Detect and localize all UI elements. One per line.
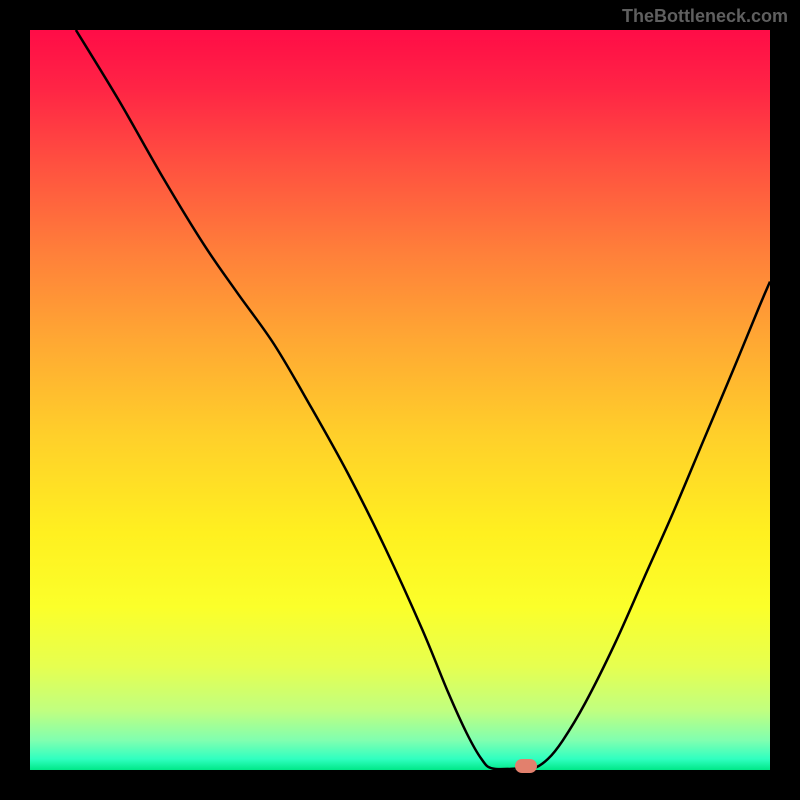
watermark-text: TheBottleneck.com: [622, 6, 788, 27]
chart-container: TheBottleneck.com: [0, 0, 800, 800]
optimal-marker: [515, 759, 537, 773]
bottleneck-curve: [76, 30, 770, 769]
curve-layer: [30, 30, 770, 770]
plot-area: [30, 30, 770, 770]
